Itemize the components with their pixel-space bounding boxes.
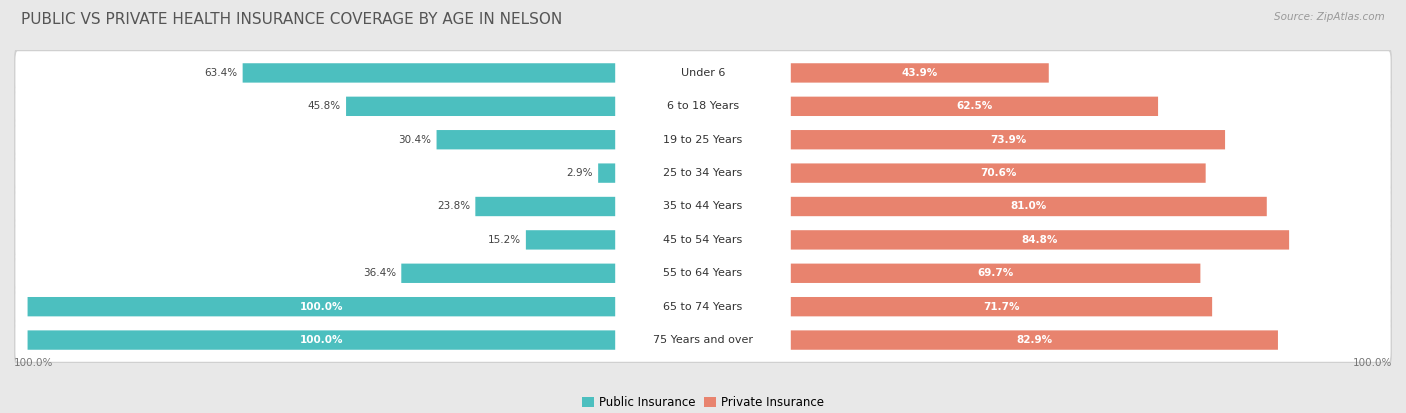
FancyBboxPatch shape: [598, 164, 616, 183]
FancyBboxPatch shape: [790, 230, 1289, 249]
Text: Under 6: Under 6: [681, 68, 725, 78]
Text: 15.2%: 15.2%: [488, 235, 520, 245]
FancyBboxPatch shape: [14, 116, 1392, 164]
FancyBboxPatch shape: [15, 285, 1391, 328]
Text: 2.9%: 2.9%: [567, 168, 593, 178]
FancyBboxPatch shape: [15, 185, 1391, 228]
Text: 65 to 74 Years: 65 to 74 Years: [664, 301, 742, 312]
FancyBboxPatch shape: [14, 150, 1392, 197]
FancyBboxPatch shape: [15, 152, 1391, 195]
Text: 75 Years and over: 75 Years and over: [652, 335, 754, 345]
Text: 71.7%: 71.7%: [983, 301, 1019, 312]
Text: 6 to 18 Years: 6 to 18 Years: [666, 101, 740, 112]
Text: 84.8%: 84.8%: [1022, 235, 1059, 245]
FancyBboxPatch shape: [28, 297, 616, 316]
Text: 82.9%: 82.9%: [1017, 335, 1053, 345]
Text: 70.6%: 70.6%: [980, 168, 1017, 178]
FancyBboxPatch shape: [401, 263, 616, 283]
Text: 43.9%: 43.9%: [901, 68, 938, 78]
FancyBboxPatch shape: [15, 218, 1391, 261]
FancyBboxPatch shape: [436, 130, 616, 150]
Text: 81.0%: 81.0%: [1011, 202, 1047, 211]
FancyBboxPatch shape: [15, 85, 1391, 128]
Text: 25 to 34 Years: 25 to 34 Years: [664, 168, 742, 178]
FancyBboxPatch shape: [15, 51, 1391, 95]
FancyBboxPatch shape: [14, 249, 1392, 297]
FancyBboxPatch shape: [28, 330, 616, 350]
Text: 19 to 25 Years: 19 to 25 Years: [664, 135, 742, 145]
FancyBboxPatch shape: [790, 63, 1049, 83]
Text: 69.7%: 69.7%: [977, 268, 1014, 278]
Text: 35 to 44 Years: 35 to 44 Years: [664, 202, 742, 211]
FancyBboxPatch shape: [790, 330, 1278, 350]
FancyBboxPatch shape: [15, 118, 1391, 161]
FancyBboxPatch shape: [14, 83, 1392, 130]
Text: Source: ZipAtlas.com: Source: ZipAtlas.com: [1274, 12, 1385, 22]
FancyBboxPatch shape: [790, 130, 1225, 150]
Text: 100.0%: 100.0%: [1353, 358, 1392, 368]
Legend: Public Insurance, Private Insurance: Public Insurance, Private Insurance: [578, 392, 828, 413]
FancyBboxPatch shape: [790, 263, 1201, 283]
FancyBboxPatch shape: [14, 183, 1392, 230]
Text: 62.5%: 62.5%: [956, 101, 993, 112]
FancyBboxPatch shape: [790, 197, 1267, 216]
FancyBboxPatch shape: [15, 252, 1391, 295]
Text: 100.0%: 100.0%: [299, 335, 343, 345]
Text: PUBLIC VS PRIVATE HEALTH INSURANCE COVERAGE BY AGE IN NELSON: PUBLIC VS PRIVATE HEALTH INSURANCE COVER…: [21, 12, 562, 27]
Text: 45.8%: 45.8%: [308, 101, 340, 112]
Text: 63.4%: 63.4%: [204, 68, 238, 78]
FancyBboxPatch shape: [790, 97, 1159, 116]
Text: 30.4%: 30.4%: [398, 135, 432, 145]
FancyBboxPatch shape: [14, 316, 1392, 364]
FancyBboxPatch shape: [14, 216, 1392, 263]
FancyBboxPatch shape: [790, 164, 1206, 183]
Text: 55 to 64 Years: 55 to 64 Years: [664, 268, 742, 278]
FancyBboxPatch shape: [15, 318, 1391, 362]
Text: 100.0%: 100.0%: [299, 301, 343, 312]
FancyBboxPatch shape: [346, 97, 616, 116]
FancyBboxPatch shape: [14, 283, 1392, 330]
FancyBboxPatch shape: [14, 49, 1392, 97]
FancyBboxPatch shape: [790, 297, 1212, 316]
FancyBboxPatch shape: [243, 63, 616, 83]
FancyBboxPatch shape: [475, 197, 616, 216]
Text: 100.0%: 100.0%: [14, 358, 53, 368]
Text: 73.9%: 73.9%: [990, 135, 1026, 145]
Text: 23.8%: 23.8%: [437, 202, 470, 211]
FancyBboxPatch shape: [526, 230, 616, 249]
Text: 36.4%: 36.4%: [363, 268, 396, 278]
Text: 45 to 54 Years: 45 to 54 Years: [664, 235, 742, 245]
